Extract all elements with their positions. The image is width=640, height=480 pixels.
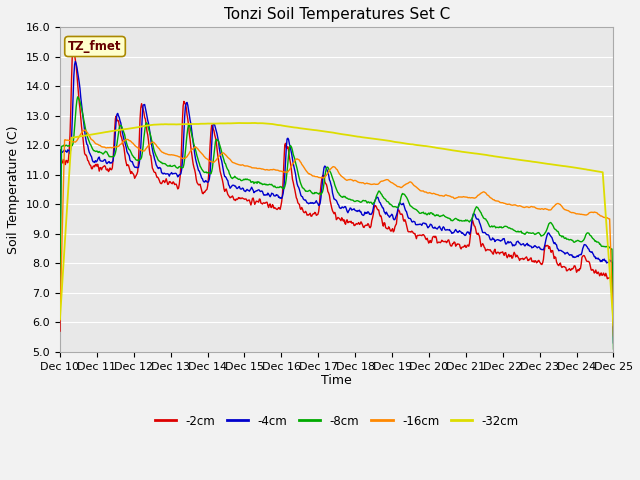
X-axis label: Time: Time [321, 374, 352, 387]
Legend: -2cm, -4cm, -8cm, -16cm, -32cm: -2cm, -4cm, -8cm, -16cm, -32cm [150, 410, 524, 432]
Y-axis label: Soil Temperature (C): Soil Temperature (C) [7, 125, 20, 254]
Text: TZ_fmet: TZ_fmet [68, 40, 122, 53]
Title: Tonzi Soil Temperatures Set C: Tonzi Soil Temperatures Set C [223, 7, 450, 22]
